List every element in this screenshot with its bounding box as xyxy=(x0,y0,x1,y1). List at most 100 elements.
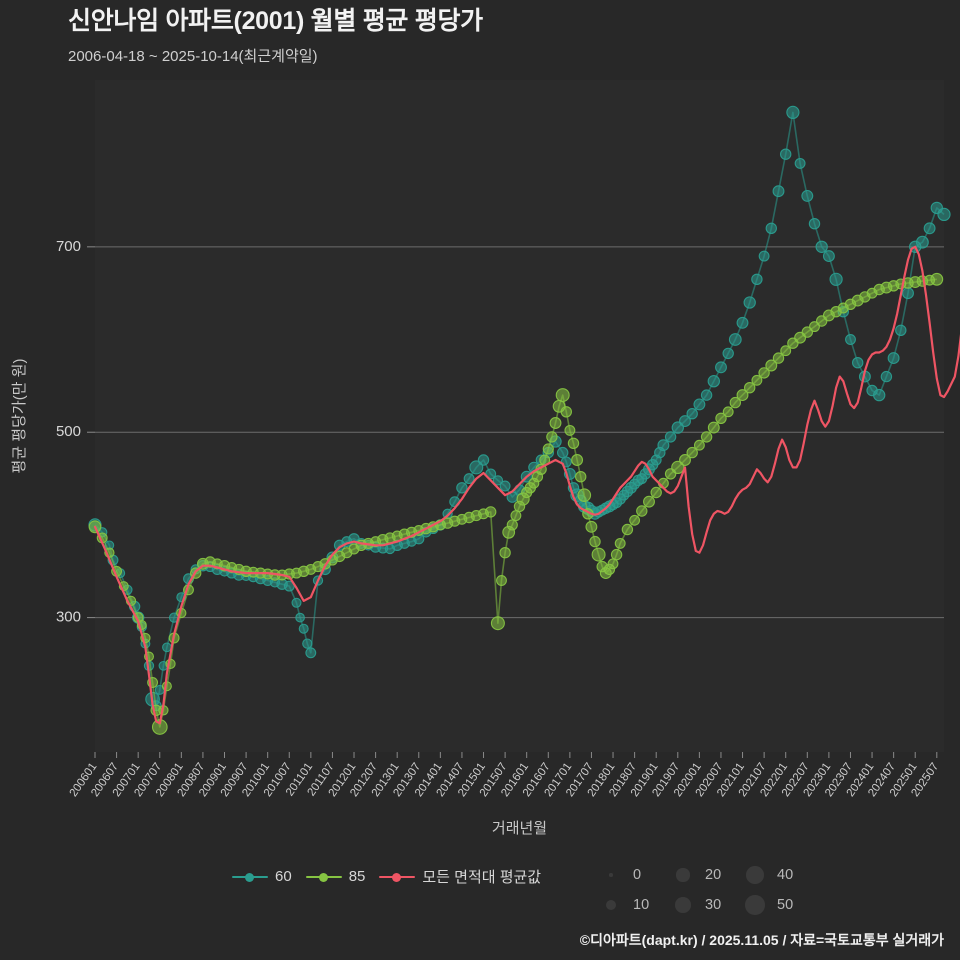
data-point xyxy=(845,334,856,345)
legend-item-3[interactable]: 모든 면적대 평균값 xyxy=(379,866,541,887)
data-point xyxy=(930,272,944,286)
y-axis-title: 평균 평당가(만 원) xyxy=(11,359,28,474)
data-point xyxy=(772,352,785,364)
data-point xyxy=(693,439,705,451)
size-legend-item: 10 xyxy=(596,897,668,913)
size-bullet-icon xyxy=(676,868,690,882)
size-legend-item: 40 xyxy=(740,866,812,884)
data-point xyxy=(801,326,813,338)
size-legend-label: 0 xyxy=(633,867,642,883)
data-point xyxy=(722,347,734,360)
data-point xyxy=(650,486,662,499)
size-legend: 0 20 40 10 30 50 xyxy=(596,860,846,920)
size-legend-label: 20 xyxy=(705,867,722,883)
size-bullet-box xyxy=(668,868,698,882)
size-legend-label: 30 xyxy=(705,897,722,913)
data-point xyxy=(700,389,713,401)
data-point xyxy=(801,189,814,202)
legend-item-2[interactable]: 85 xyxy=(305,868,366,885)
legend-item-1[interactable]: 60 xyxy=(232,868,292,885)
legend-label: 85 xyxy=(348,868,366,885)
data-point xyxy=(657,439,670,452)
size-legend-item: 20 xyxy=(668,867,740,883)
size-bullet-box xyxy=(596,900,626,910)
data-point xyxy=(729,396,741,409)
page-title: 신안나임 아파트(2001) 월별 평균 평당가 xyxy=(68,7,483,35)
data-point xyxy=(679,415,691,428)
legend-label: 60 xyxy=(275,868,292,885)
data-point xyxy=(305,647,317,659)
data-point xyxy=(751,374,763,386)
data-point xyxy=(707,375,720,388)
data-point xyxy=(463,473,475,485)
size-legend-row: 0 20 40 xyxy=(596,860,846,890)
data-point xyxy=(758,250,770,262)
data-point xyxy=(743,382,756,394)
legend-label: 모든 면적대 평균값 xyxy=(422,869,542,886)
chart-subtitle: 2006-04-18 ~ 2025-10-14(최근계약일) xyxy=(68,48,318,65)
data-point xyxy=(937,207,951,222)
data-point xyxy=(607,558,619,570)
data-point xyxy=(162,642,172,653)
data-point xyxy=(589,535,601,548)
size-bullet-box xyxy=(740,866,770,884)
data-point xyxy=(560,406,572,418)
data-point xyxy=(302,638,313,649)
chart-legend: 60 85 모든 면적대 평균값 0 20 40 10 30 50 xyxy=(0,860,960,930)
data-point xyxy=(887,352,900,365)
data-point xyxy=(496,575,507,586)
data-point xyxy=(549,417,562,429)
data-point xyxy=(477,454,490,466)
data-point xyxy=(895,324,907,336)
y-tick-label: 700 xyxy=(56,238,81,255)
data-point xyxy=(880,370,893,383)
chart-header: 신안나임 아파트(2001) 월별 평균 평당가 2006-04-18 ~ 20… xyxy=(68,6,928,66)
data-point xyxy=(485,506,497,518)
data-point xyxy=(492,475,504,486)
legend-dot xyxy=(245,872,254,882)
size-legend-item: 50 xyxy=(740,895,812,915)
data-point xyxy=(822,250,835,263)
x-axis-title: 거래년월 xyxy=(492,820,547,837)
data-point xyxy=(556,446,569,459)
data-point xyxy=(722,406,734,418)
data-point xyxy=(916,235,929,249)
data-point xyxy=(707,421,720,434)
data-point xyxy=(610,548,623,561)
series-legend: 60 85 모든 면적대 평균값 xyxy=(232,866,541,887)
data-point xyxy=(794,157,806,169)
data-point xyxy=(758,367,770,379)
data-point xyxy=(629,514,641,526)
size-bullet-icon xyxy=(745,895,765,915)
data-point xyxy=(772,185,785,198)
data-point xyxy=(780,345,792,357)
data-point xyxy=(765,359,778,372)
data-point xyxy=(815,240,828,253)
legend-marker-icon xyxy=(232,870,268,884)
legend-marker-icon xyxy=(305,870,342,884)
data-point xyxy=(567,437,580,449)
average-line xyxy=(93,245,960,725)
size-bullet-box xyxy=(596,873,626,877)
data-point xyxy=(686,408,698,420)
size-legend-label: 40 xyxy=(777,867,794,883)
data-point xyxy=(555,388,570,403)
size-legend-row: 10 30 50 xyxy=(596,890,846,920)
data-point xyxy=(546,431,558,443)
data-point xyxy=(715,412,727,424)
legend-dot xyxy=(392,872,402,882)
footer-credit: ©디아파트(dapt.kr) / 2025.11.05 / 자료=국토교통부 실… xyxy=(579,932,944,948)
data-point xyxy=(469,460,484,475)
legend-dot xyxy=(318,872,328,882)
data-point xyxy=(743,296,756,309)
size-bullet-icon xyxy=(606,900,616,910)
size-bullet-icon xyxy=(675,897,691,913)
data-point xyxy=(765,222,777,235)
data-point xyxy=(621,523,634,536)
data-point xyxy=(693,398,706,411)
data-point xyxy=(577,488,592,503)
y-tick-label: 300 xyxy=(56,609,81,626)
data-point xyxy=(571,454,584,466)
